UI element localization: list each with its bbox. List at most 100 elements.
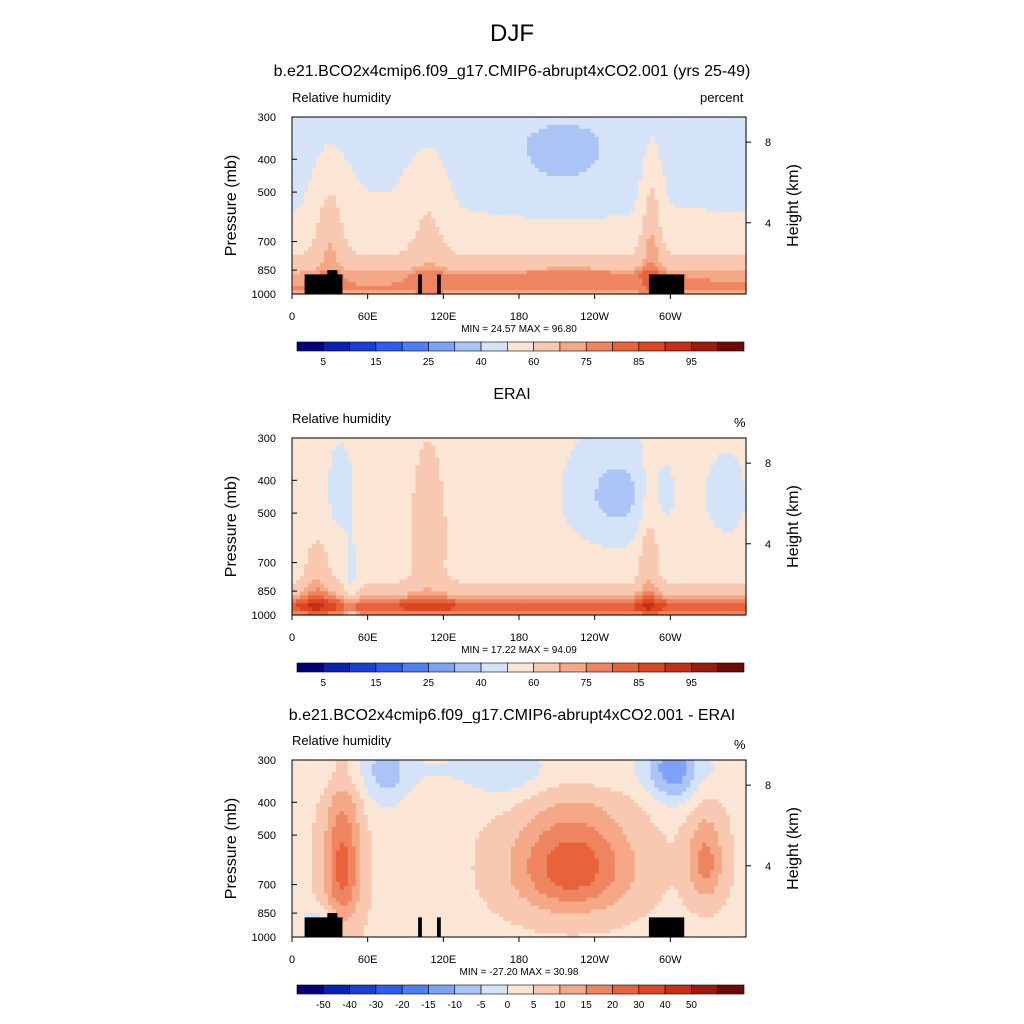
contour-cell — [538, 183, 544, 189]
contour-cell — [347, 187, 353, 193]
contour-cell — [451, 227, 456, 232]
contour-cell — [714, 117, 719, 122]
contour-cell — [303, 179, 309, 185]
contour-cell — [431, 164, 436, 169]
contour-cell — [379, 148, 385, 153]
contour-cell — [479, 258, 484, 264]
contour-cell — [503, 148, 508, 153]
contour-cell — [710, 274, 715, 279]
contour-cell — [686, 128, 691, 134]
contour-cell — [415, 286, 421, 291]
contour-cell — [447, 258, 452, 264]
contour-cell — [395, 223, 401, 228]
contour-cell — [610, 124, 616, 130]
contour-cell — [439, 215, 444, 220]
contour-cell — [550, 164, 556, 169]
contour-cell — [451, 136, 456, 142]
contour-cell — [367, 195, 373, 201]
contour-cell — [602, 179, 608, 185]
contour-cell — [594, 211, 600, 216]
contour-cell — [367, 227, 373, 232]
contour-cell — [427, 238, 432, 244]
contour-cell — [475, 187, 480, 193]
contour-cell — [530, 164, 536, 169]
contour-cell — [694, 191, 699, 197]
contour-cell — [403, 203, 409, 209]
contour-cell — [403, 238, 409, 244]
contour-cell — [383, 199, 389, 205]
contour-cell — [315, 164, 321, 169]
contour-cell — [718, 156, 723, 161]
contour-cell — [387, 176, 393, 181]
contour-cell — [451, 183, 456, 189]
contour-cell — [411, 117, 417, 122]
contour-cell — [463, 219, 468, 224]
contour-cell — [371, 219, 377, 224]
contour-cell — [634, 195, 640, 201]
contour-cell — [578, 172, 584, 177]
contour-cell — [730, 254, 735, 260]
contour-cell — [578, 235, 584, 240]
contour-cell — [698, 191, 703, 197]
contour-cell — [642, 254, 648, 260]
contour-cell — [638, 148, 644, 153]
contour-cell — [578, 231, 584, 236]
contour-cell — [690, 152, 695, 157]
contour-cell — [710, 215, 715, 220]
contour-cell — [698, 136, 703, 142]
contour-cell — [399, 117, 405, 122]
contour-cell — [710, 227, 715, 232]
contour-cell — [391, 246, 397, 252]
contour-cell — [738, 219, 743, 224]
contour-cell — [423, 231, 428, 236]
contour-cell — [522, 227, 528, 232]
contour-cell — [650, 270, 655, 275]
contour-cell — [455, 172, 460, 177]
contour-cell — [431, 199, 436, 205]
contour-cell — [566, 270, 572, 275]
contour-cell — [292, 270, 297, 275]
contour-cell — [534, 203, 540, 209]
contour-cell — [343, 172, 349, 177]
contour-cell — [590, 207, 596, 212]
contour-cell — [463, 262, 468, 268]
contour-cell — [519, 144, 524, 150]
contour-cell — [530, 199, 536, 205]
contour-cell — [479, 156, 484, 161]
contour-cell — [475, 128, 480, 134]
contour-cell — [642, 274, 648, 279]
contour-cell — [574, 278, 580, 283]
contour-cell — [363, 120, 369, 126]
contour-cell — [638, 250, 644, 256]
contour-cell — [530, 231, 536, 236]
contour-cell — [479, 140, 484, 146]
contour-cell — [570, 227, 576, 232]
contour-cell — [714, 160, 719, 165]
contour-cell — [491, 176, 496, 181]
contour-cell — [475, 156, 480, 161]
contour-cell — [495, 140, 500, 146]
contour-cell — [602, 227, 608, 232]
contour-cell — [694, 164, 699, 169]
contour-cell — [347, 274, 353, 279]
contour-cell — [594, 176, 600, 181]
contour-cell — [295, 195, 301, 201]
contour-cell — [718, 262, 723, 268]
contour-cell — [614, 199, 620, 205]
contour-cell — [538, 199, 544, 205]
contour-cell — [694, 219, 699, 224]
contour-cell — [311, 266, 317, 271]
contour-cell — [526, 242, 532, 248]
contour-cell — [734, 258, 739, 264]
contour-cell — [646, 250, 652, 256]
contour-cell — [742, 179, 747, 185]
contour-cell — [722, 223, 727, 228]
contour-cell — [415, 231, 421, 236]
contour-cell — [387, 207, 393, 212]
contour-cell — [339, 140, 345, 146]
contour-cell — [742, 262, 747, 268]
contour-cell — [742, 258, 747, 264]
contour-cell — [295, 262, 301, 268]
contour-cell — [542, 156, 548, 161]
contour-cell — [526, 164, 532, 169]
